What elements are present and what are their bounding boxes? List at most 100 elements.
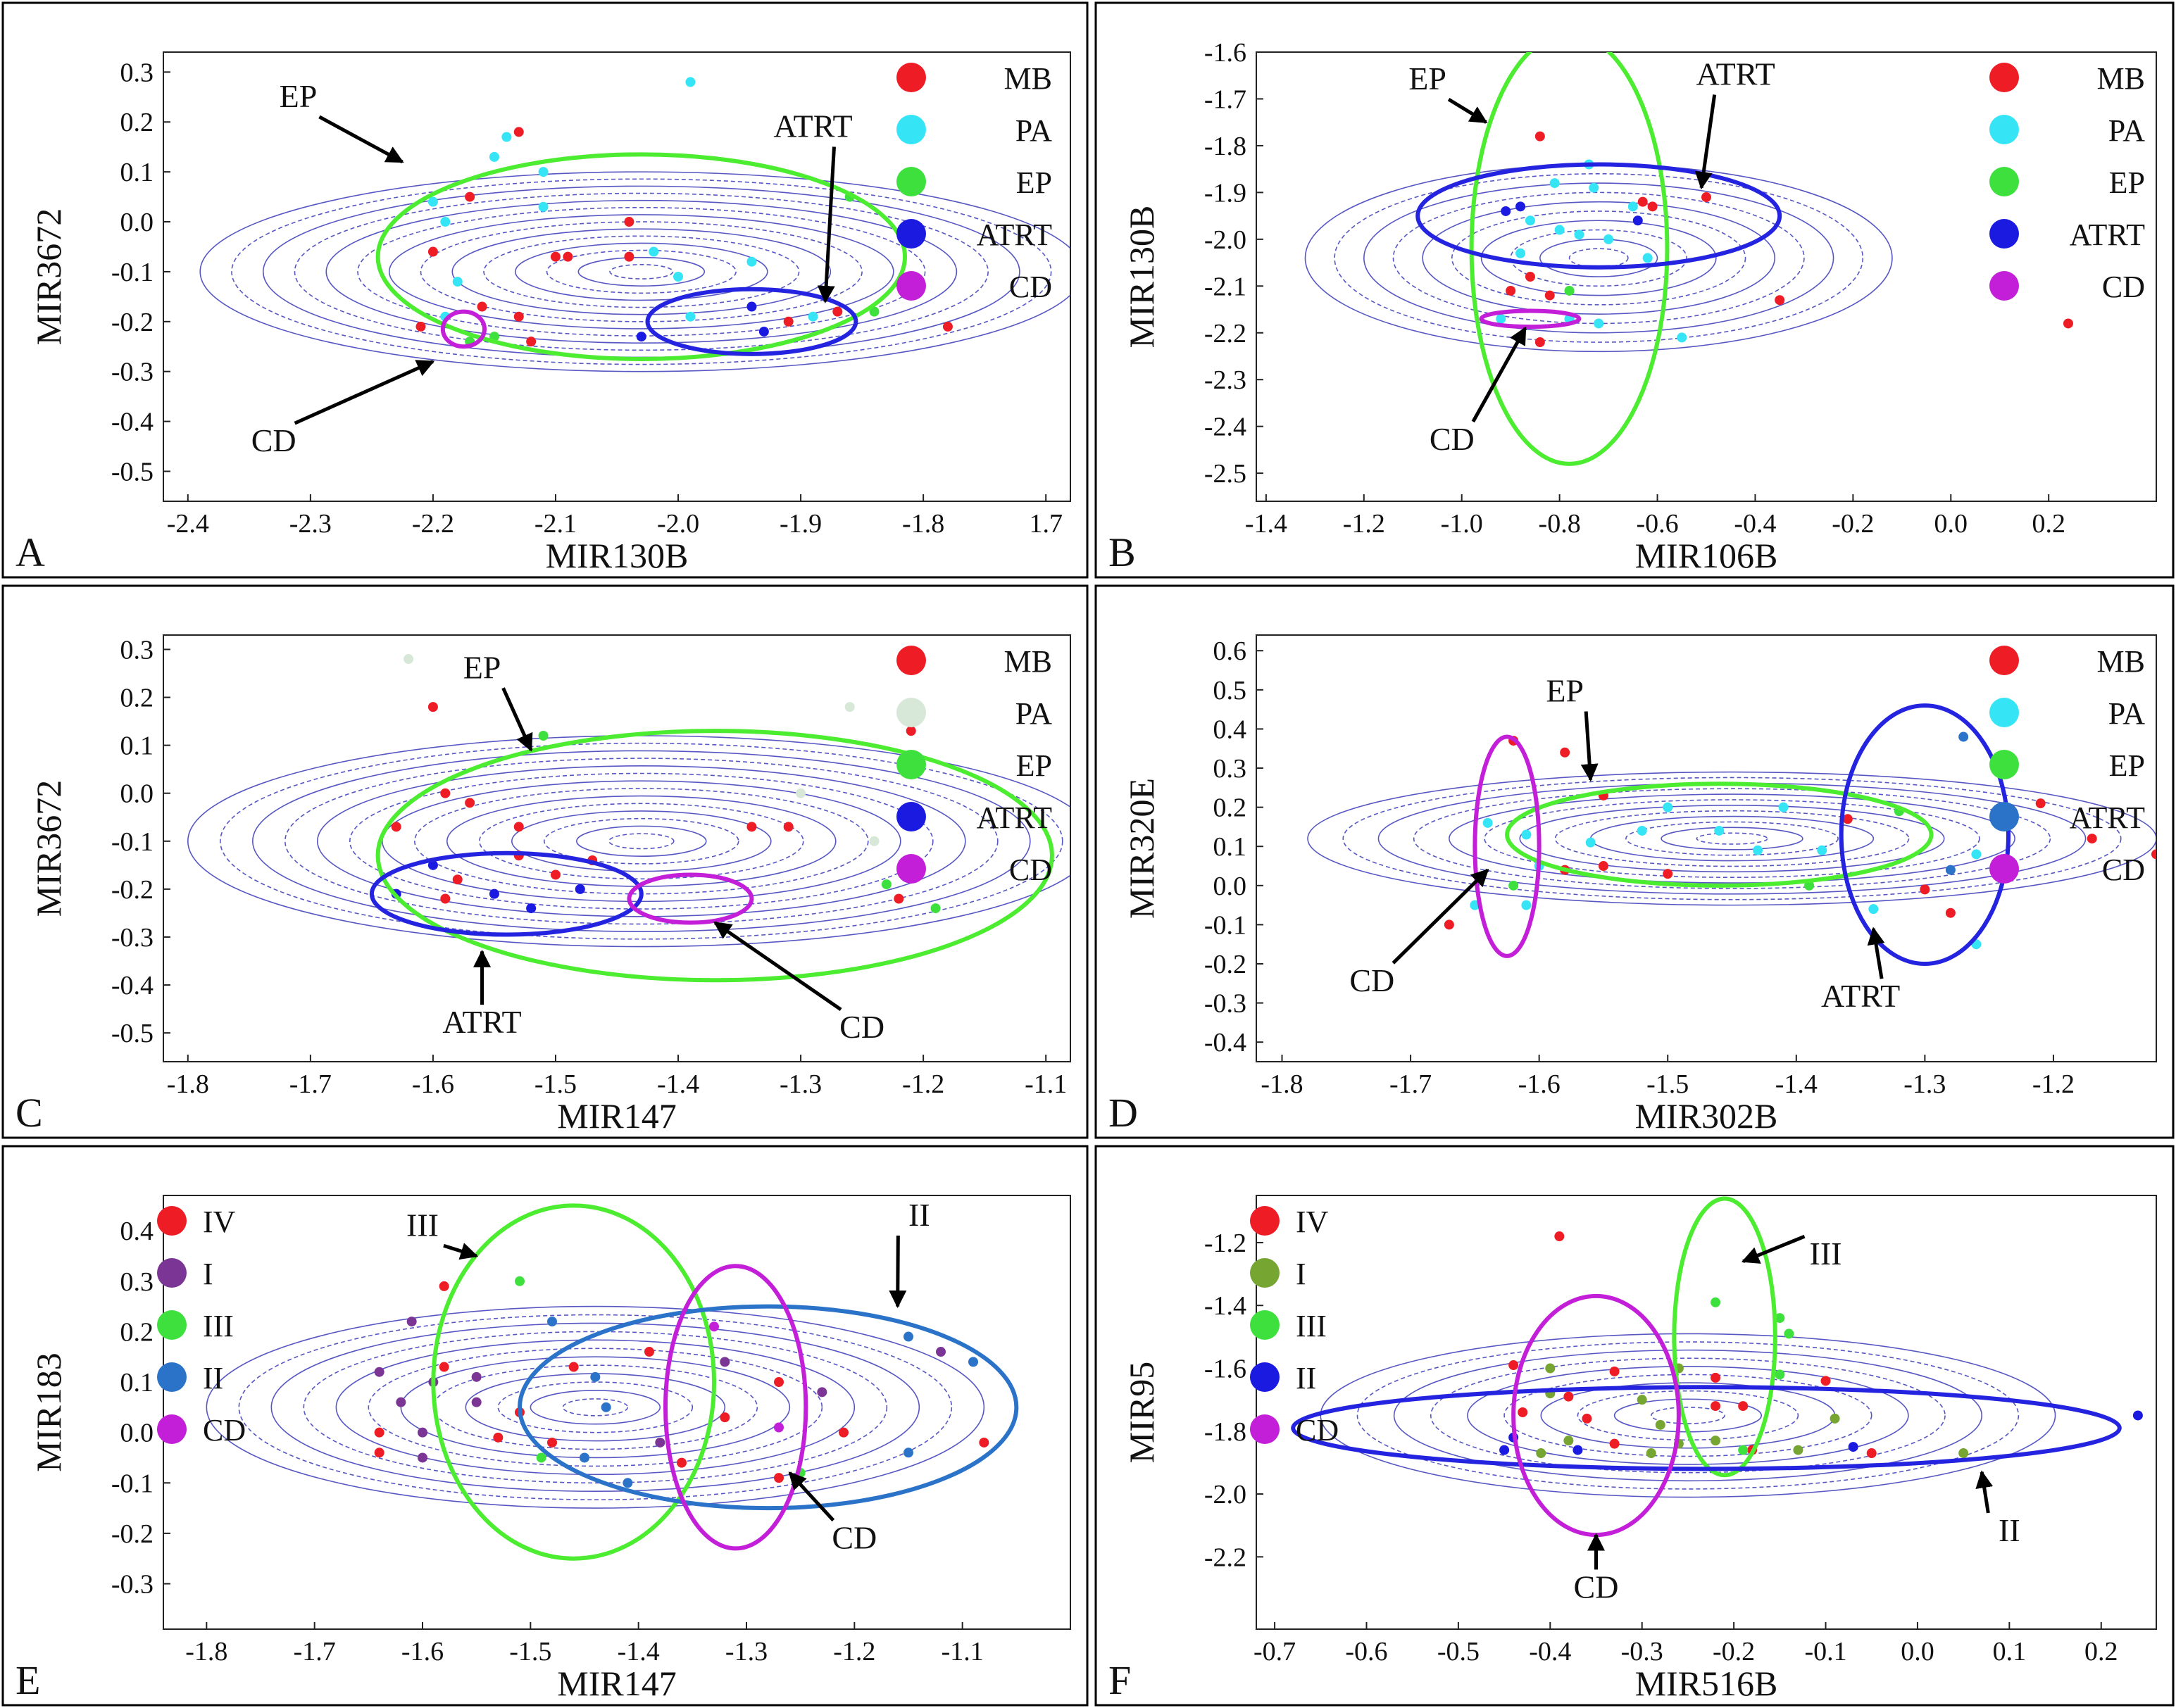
data-point bbox=[1711, 1436, 1721, 1446]
data-point bbox=[1554, 225, 1565, 235]
contour-ellipse bbox=[546, 249, 737, 294]
legend-label: II bbox=[1296, 1361, 1316, 1395]
data-point bbox=[1817, 845, 1827, 855]
contour-ellipse bbox=[1413, 788, 2051, 889]
annotation-label: II bbox=[1999, 1512, 2020, 1548]
contour-ellipse bbox=[400, 1356, 791, 1459]
legend-label: MB bbox=[2097, 61, 2145, 96]
y-tick-label: 0.1 bbox=[120, 158, 154, 187]
legend-marker bbox=[896, 802, 926, 831]
data-point bbox=[538, 730, 549, 741]
data-point bbox=[1778, 802, 1789, 812]
x-tick-label: -1.5 bbox=[509, 1637, 551, 1666]
group-ellipse-atrt bbox=[369, 850, 644, 937]
x-tick-label: -1.7 bbox=[1389, 1069, 1432, 1099]
group-ellipse-ii bbox=[518, 1304, 1019, 1511]
data-point bbox=[1585, 837, 1596, 848]
data-point bbox=[471, 1397, 482, 1407]
y-tick-label: -1.9 bbox=[1204, 178, 1246, 208]
legend-marker bbox=[896, 115, 926, 144]
data-point bbox=[1848, 1442, 1858, 1452]
data-point bbox=[758, 326, 769, 337]
legend-marker bbox=[896, 219, 926, 249]
x-tick-label: -1.8 bbox=[167, 1069, 209, 1099]
contour-ellipse bbox=[1568, 248, 1629, 268]
data-point bbox=[427, 246, 438, 257]
x-tick-label: -2.1 bbox=[534, 509, 577, 539]
group-ellipse-atrt bbox=[1415, 162, 1782, 270]
group-ellipse-ep bbox=[1469, 52, 1670, 466]
data-point bbox=[1784, 1329, 1794, 1339]
data-point bbox=[783, 316, 794, 327]
data-point bbox=[575, 884, 585, 894]
annotation-label: II bbox=[908, 1197, 930, 1233]
x-axis-label: MIR516B bbox=[1635, 1664, 1778, 1703]
data-point bbox=[1564, 285, 1575, 296]
legend-label: CD bbox=[1009, 270, 1052, 304]
contour-ellipse bbox=[577, 256, 706, 287]
data-point bbox=[427, 196, 438, 207]
annotation-label: ATRT bbox=[442, 1004, 521, 1040]
data-point bbox=[1444, 919, 1454, 930]
contour-ellipse bbox=[497, 1381, 694, 1433]
contour-ellipse bbox=[1484, 799, 1980, 879]
data-point bbox=[550, 869, 561, 880]
data-point bbox=[2151, 849, 2156, 860]
contour-ellipse bbox=[1661, 827, 1803, 850]
panel-letter: E bbox=[15, 1657, 40, 1703]
data-point bbox=[796, 788, 806, 798]
legend-marker bbox=[157, 1206, 187, 1236]
y-tick-label: -2.2 bbox=[1204, 1543, 1246, 1572]
plot-content bbox=[206, 1203, 1019, 1561]
annotation-label: EP bbox=[463, 649, 501, 685]
data-point bbox=[644, 1347, 654, 1357]
data-point bbox=[374, 1427, 384, 1438]
y-tick-label: -0.2 bbox=[1204, 950, 1246, 979]
x-tick-label: -1.8 bbox=[185, 1637, 227, 1666]
panel-b: -1.4 -1.2 -1.0 -0.8 -0.6 -0.4 -0.2 0.0 0.2 -1.6 -1… bbox=[1094, 1, 2175, 579]
legend-label: IV bbox=[203, 1205, 236, 1239]
data-point bbox=[1603, 234, 1614, 244]
data-point bbox=[590, 1371, 601, 1382]
panel-d: -1.8 -1.7 -1.6 -1.5 -1.4 -1.3 -1.2 0.6 0.5 0.4 0.3… bbox=[1094, 584, 2175, 1139]
data-point bbox=[1609, 1366, 1620, 1376]
data-point bbox=[1627, 201, 1638, 212]
x-tick-label: -0.5 bbox=[1437, 1637, 1480, 1666]
contour-ellipse bbox=[1356, 1341, 2020, 1490]
data-point bbox=[1632, 215, 1643, 226]
group-ellipse-atrt bbox=[1839, 703, 2011, 967]
group-ellipse-cd bbox=[1479, 308, 1582, 329]
y-axis-label: MIR183 bbox=[29, 1352, 68, 1471]
legend-marker bbox=[1989, 115, 2019, 144]
data-point bbox=[1775, 295, 1785, 306]
contour-ellipse bbox=[1577, 1390, 1799, 1441]
data-point bbox=[513, 127, 524, 137]
legend-marker bbox=[1989, 63, 2019, 92]
annotation-arrow bbox=[1447, 98, 1488, 124]
data-point bbox=[1655, 1419, 1665, 1430]
data-point bbox=[1508, 1360, 1519, 1371]
data-point bbox=[1842, 814, 1853, 824]
data-point bbox=[655, 1437, 665, 1448]
legend-label: MB bbox=[2097, 644, 2145, 679]
annotation-label: EP bbox=[1546, 673, 1584, 709]
x-tick-label: -1.4 bbox=[657, 1069, 699, 1099]
contour-ellipse bbox=[206, 1305, 985, 1509]
contour-ellipse bbox=[1467, 1366, 1909, 1465]
data-point bbox=[465, 798, 475, 808]
annotation-arrow bbox=[1580, 711, 1599, 782]
x-tick-label: -2.0 bbox=[657, 509, 699, 539]
contour-ellipse bbox=[483, 235, 800, 308]
annotation-label: CD bbox=[1430, 421, 1475, 457]
x-axis-label: MIR106B bbox=[1635, 536, 1778, 575]
data-point bbox=[677, 1457, 687, 1468]
x-tick-label: -0.7 bbox=[1253, 1637, 1296, 1666]
contour-ellipse bbox=[388, 214, 894, 329]
y-tick-label: -1.8 bbox=[1204, 132, 1246, 161]
data-point bbox=[515, 1276, 525, 1286]
contour-ellipse bbox=[530, 1390, 661, 1425]
data-point bbox=[452, 874, 463, 885]
contour-ellipse bbox=[1449, 793, 2015, 884]
panel-a: -2.4 -2.3 -2.2 -2.1 -2.0 -1.9 -1.8 1.7 0.3 0.2 0.1… bbox=[1, 1, 1089, 579]
data-point bbox=[501, 132, 512, 142]
